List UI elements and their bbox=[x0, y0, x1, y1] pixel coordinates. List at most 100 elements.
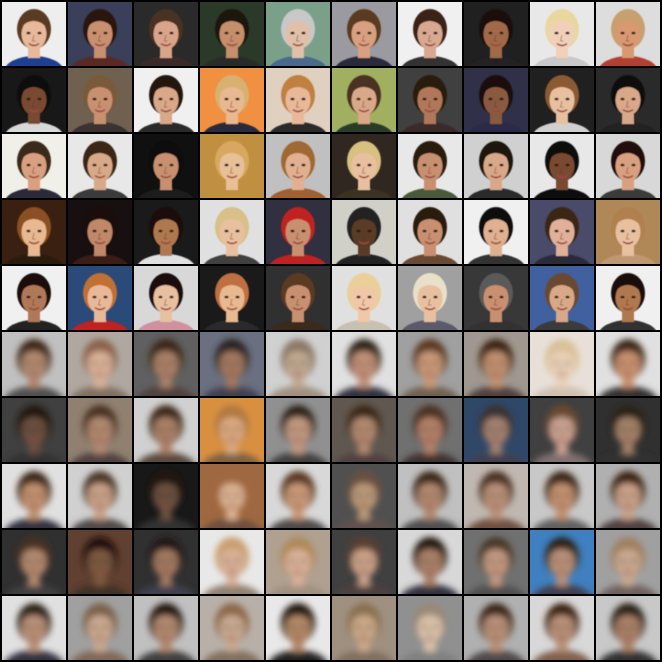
reconstructed-face-image-r6-c3 bbox=[134, 332, 198, 396]
original-face-image-r1-c7 bbox=[398, 2, 462, 66]
hair-fringe bbox=[285, 13, 311, 28]
left-eye bbox=[224, 31, 229, 35]
shoulders bbox=[270, 254, 326, 264]
shoulders bbox=[270, 122, 326, 132]
hair-fringe bbox=[615, 409, 641, 424]
left-eye bbox=[488, 97, 493, 101]
shoulders bbox=[204, 320, 260, 330]
hair-fringe bbox=[615, 343, 641, 358]
left-eye bbox=[356, 295, 361, 299]
shoulders bbox=[204, 122, 260, 132]
nose bbox=[427, 34, 432, 42]
hair-fringe bbox=[549, 409, 575, 424]
original-face-image-r3-c10 bbox=[596, 134, 660, 198]
hair-fringe bbox=[549, 145, 575, 160]
face bbox=[285, 612, 311, 644]
left-eye bbox=[422, 625, 427, 629]
face-portrait bbox=[332, 68, 396, 132]
nose bbox=[295, 562, 300, 570]
face-portrait bbox=[2, 596, 66, 660]
face bbox=[285, 546, 311, 578]
mouth bbox=[490, 505, 502, 509]
original-face-image-r4-c3 bbox=[134, 200, 198, 264]
mouth bbox=[556, 43, 568, 47]
nose bbox=[163, 562, 168, 570]
right-eye bbox=[367, 361, 372, 365]
original-face-image-r2-c10 bbox=[596, 68, 660, 132]
shoulders bbox=[402, 584, 458, 594]
mouth bbox=[226, 373, 238, 377]
face bbox=[483, 216, 509, 248]
mouth bbox=[622, 373, 634, 377]
hair-fringe bbox=[285, 145, 311, 160]
hair-fringe bbox=[615, 277, 641, 292]
nose bbox=[97, 430, 102, 438]
face bbox=[483, 480, 509, 512]
left-eye bbox=[356, 625, 361, 629]
shoulders bbox=[270, 188, 326, 198]
original-face-image-r1-c2 bbox=[68, 2, 132, 66]
reconstructed-face-image-r8-c4 bbox=[200, 464, 264, 528]
mouth bbox=[94, 637, 106, 641]
nose bbox=[625, 496, 630, 504]
right-eye bbox=[631, 427, 636, 431]
face bbox=[219, 84, 245, 116]
face bbox=[285, 84, 311, 116]
nose bbox=[295, 298, 300, 306]
reconstructed-face-image-r8-c2 bbox=[68, 464, 132, 528]
reconstructed-face-image-r7-c8 bbox=[464, 398, 528, 462]
hair-fringe bbox=[351, 607, 377, 622]
face bbox=[219, 18, 245, 50]
face bbox=[21, 84, 47, 116]
face-portrait bbox=[2, 530, 66, 594]
face-portrait bbox=[134, 200, 198, 264]
shoulders bbox=[534, 56, 590, 66]
mouth bbox=[490, 241, 502, 245]
hair-fringe bbox=[87, 343, 113, 358]
mouth bbox=[160, 175, 172, 179]
nose bbox=[295, 232, 300, 240]
left-eye bbox=[356, 493, 361, 497]
nose bbox=[493, 100, 498, 108]
face-portrait bbox=[200, 596, 264, 660]
left-eye bbox=[224, 163, 229, 167]
reconstructed-face-image-r9-c2 bbox=[68, 530, 132, 594]
reconstructed-face-image-r8-c9 bbox=[530, 464, 594, 528]
right-eye bbox=[301, 295, 306, 299]
mouth bbox=[490, 637, 502, 641]
shoulders bbox=[270, 56, 326, 66]
left-eye bbox=[158, 427, 163, 431]
shoulders bbox=[336, 650, 392, 660]
face-portrait bbox=[530, 332, 594, 396]
face-portrait bbox=[530, 398, 594, 462]
hair-fringe bbox=[153, 277, 179, 292]
face-portrait bbox=[596, 596, 660, 660]
nose bbox=[427, 364, 432, 372]
right-eye bbox=[499, 295, 504, 299]
left-eye bbox=[620, 97, 625, 101]
face bbox=[153, 414, 179, 446]
hair-fringe bbox=[219, 13, 245, 28]
face-portrait bbox=[200, 68, 264, 132]
mouth bbox=[28, 307, 40, 311]
shoulders bbox=[204, 254, 260, 264]
nose bbox=[493, 430, 498, 438]
mouth bbox=[94, 439, 106, 443]
hair-fringe bbox=[483, 541, 509, 556]
shoulders bbox=[534, 188, 590, 198]
left-eye bbox=[92, 625, 97, 629]
hair-fringe bbox=[153, 145, 179, 160]
face bbox=[21, 414, 47, 446]
right-eye bbox=[433, 493, 438, 497]
shoulders bbox=[468, 254, 524, 264]
left-eye bbox=[356, 361, 361, 365]
nose bbox=[31, 562, 36, 570]
mouth bbox=[160, 505, 172, 509]
face bbox=[483, 348, 509, 380]
mouth bbox=[490, 439, 502, 443]
mouth bbox=[358, 241, 370, 245]
hair-fringe bbox=[87, 541, 113, 556]
right-eye bbox=[367, 295, 372, 299]
face bbox=[153, 480, 179, 512]
mouth bbox=[292, 175, 304, 179]
